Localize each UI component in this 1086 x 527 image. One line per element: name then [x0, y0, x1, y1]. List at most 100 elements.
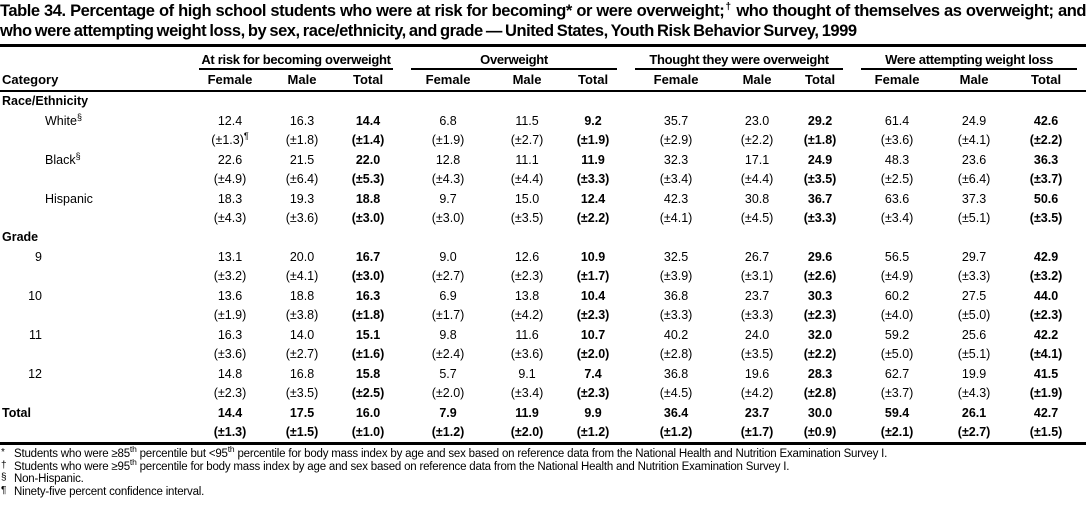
- value-cell: (±2.3): [576, 308, 610, 322]
- value-cell: (±5.0): [957, 308, 991, 322]
- col-header-male: Male: [270, 70, 334, 92]
- value-cell: 36.8: [663, 367, 689, 381]
- value-cell: (±3.7): [880, 386, 914, 400]
- value-cell: 11.6: [515, 328, 539, 342]
- table-row: White§ 12.4 16.3 14.4 6.8 11.5 9.2 35.7 23.0 29.2…: [0, 111, 1086, 131]
- value-cell: 10.7: [580, 328, 606, 342]
- value-cell: (±3.8): [285, 308, 319, 322]
- value-cell: (±2.4): [431, 347, 465, 361]
- value-cell: 14.4: [217, 406, 243, 420]
- value-cell: 18.3: [217, 192, 243, 206]
- value-cell: 23.7: [744, 406, 770, 420]
- value-cell: 36.7: [807, 192, 833, 206]
- value-cell: (±2.3): [576, 386, 610, 400]
- value-cell: (±2.9): [659, 133, 693, 147]
- group-header-overweight: Overweight: [402, 46, 626, 70]
- section-header-row: Race/Ethnicity: [0, 91, 1086, 111]
- footnote: * Students who were ≥85th percentile but …: [0, 444, 1086, 461]
- value-cell: 19.3: [289, 192, 315, 206]
- value-cell: (±4.5): [740, 211, 774, 225]
- value-cell: (±2.5): [351, 386, 385, 400]
- col-header-total: Total: [334, 70, 403, 92]
- col-header-female: Female: [626, 70, 727, 92]
- value-cell: (±3.0): [351, 211, 385, 225]
- value-cell: 21.5: [289, 153, 315, 167]
- col-header-total: Total: [788, 70, 853, 92]
- row-label: 10: [28, 289, 42, 303]
- value-cell: 29.7: [961, 250, 987, 264]
- value-cell: 20.0: [289, 250, 315, 264]
- row-label-spacer: [0, 384, 190, 403]
- value-cell: 13.1: [217, 250, 243, 264]
- value-cell: (±2.1): [880, 425, 914, 439]
- value-cell: 40.2: [663, 328, 689, 342]
- value-cell: (±1.8): [351, 308, 385, 322]
- value-cell: (±1.9): [431, 133, 465, 147]
- row-label: Total: [2, 406, 31, 420]
- value-cell: (±1.4): [351, 133, 385, 147]
- footnote-text: Ninety-five percent confidence interval.: [14, 485, 205, 498]
- value-cell: (±2.7): [510, 133, 544, 147]
- value-cell: (±3.5): [740, 347, 774, 361]
- value-cell: (±2.2): [1029, 133, 1063, 147]
- value-cell: (±4.9): [880, 269, 914, 283]
- value-cell: 7.9: [439, 406, 457, 420]
- confidence-interval-row: (±4.3) (±3.6) (±3.0) (±3.0) (±3.5) (±2.2) (±4.…: [0, 209, 1086, 228]
- value-cell: 30.0: [807, 406, 833, 420]
- value-cell: (±3.1): [740, 269, 774, 283]
- value-cell: 12.4: [217, 114, 243, 128]
- value-cell: 56.5: [884, 250, 910, 264]
- value-cell: (±3.2): [213, 269, 247, 283]
- value-cell: (±3.0): [351, 269, 385, 283]
- value-cell: (±3.4): [880, 211, 914, 225]
- footnote: † Students who were ≥95th percentile for …: [0, 456, 1086, 474]
- value-cell: 26.1: [961, 406, 987, 420]
- value-cell: (±1.8): [803, 133, 837, 147]
- value-cell: (±2.6): [803, 269, 837, 283]
- value-cell: (±3.6): [510, 347, 544, 361]
- value-cell: (±3.3): [576, 172, 610, 186]
- table-row: Total 14.4 17.5 16.0 7.9 11.9 9.9 36.4 23.7 30.0 5…: [0, 403, 1086, 423]
- value-cell: (±3.6): [285, 211, 319, 225]
- value-cell: (±2.2): [803, 347, 837, 361]
- value-cell: (±0.9): [803, 425, 837, 439]
- table-title: Table 34. Percentage of high school stud…: [0, 1, 1086, 40]
- footnotes: * Students who were ≥85th percentile but …: [0, 445, 1086, 498]
- value-cell: (±1.9): [1029, 386, 1063, 400]
- value-cell: 16.8: [289, 367, 315, 381]
- value-cell: (±2.3): [803, 308, 837, 322]
- value-cell: (±4.4): [510, 172, 544, 186]
- col-header-female: Female: [190, 70, 270, 92]
- value-cell: (±4.2): [510, 308, 544, 322]
- value-cell: 18.8: [355, 192, 381, 206]
- value-cell: 42.6: [1033, 114, 1059, 128]
- value-cell: 24.0: [744, 328, 770, 342]
- value-cell: 63.6: [884, 192, 910, 206]
- value-cell: 12.6: [514, 250, 540, 264]
- value-cell: 11.9: [581, 153, 605, 167]
- footnote-text: Students who were ≥85th percentile but <…: [14, 444, 888, 460]
- value-cell: (±2.0): [510, 425, 544, 439]
- row-label: Black§: [45, 150, 81, 167]
- value-cell: 16.0: [355, 406, 381, 420]
- row-label: Hispanic: [45, 192, 93, 206]
- value-cell: 22.6: [217, 153, 243, 167]
- col-header-male: Male: [494, 70, 561, 92]
- value-cell: (±3.3): [659, 308, 693, 322]
- value-cell: 27.5: [961, 289, 987, 303]
- value-cell: (±3.2): [1029, 269, 1063, 283]
- table-row: Hispanic 18.3 19.3 18.8 9.7 15.0 12.4 42.3 30.8 3…: [0, 189, 1086, 209]
- value-cell: 61.4: [884, 114, 910, 128]
- value-cell: (±3.0): [431, 211, 465, 225]
- footnote: § Non-Hispanic.: [0, 472, 1086, 486]
- value-cell: 26.7: [744, 250, 770, 264]
- value-cell: 59.4: [884, 406, 910, 420]
- value-cell: 11.5: [515, 114, 539, 128]
- value-cell: 24.9: [961, 114, 987, 128]
- value-cell: 9.0: [439, 250, 457, 264]
- footnote-text: Students who were ≥95th percentile for b…: [14, 456, 790, 473]
- value-cell: 10.9: [580, 250, 606, 264]
- value-cell: 16.3: [217, 328, 243, 342]
- value-cell: 10.4: [580, 289, 606, 303]
- col-header-male: Male: [726, 70, 789, 92]
